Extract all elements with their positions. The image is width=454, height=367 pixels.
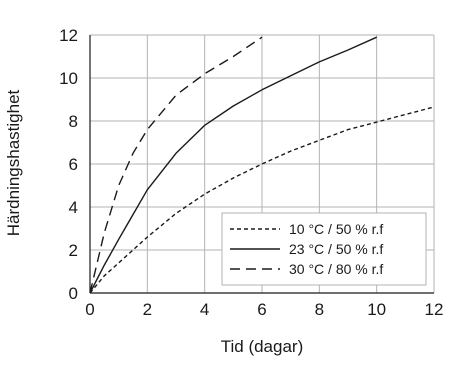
y-tick-label: 4 [69,198,78,217]
x-tick-label: 2 [143,300,152,319]
axes [89,35,434,294]
series-layer [89,36,435,294]
x-axis-label: Tid (dagar) [221,337,304,356]
y-tick-label: 2 [69,241,78,260]
y-axis-label: Härdningshastighet [4,89,23,236]
legend-label-3: 30 °C / 80 % r.f [289,261,383,277]
legend-label-1: 10 °C / 50 % r.f [289,221,383,237]
y-tick-label: 8 [69,112,78,131]
y-tick-label: 6 [69,155,78,174]
legend-label-2: 23 °C / 50 % r.f [289,241,383,257]
x-tick-label: 6 [257,300,266,319]
x-tick-label: 10 [367,300,386,319]
grid [90,34,435,293]
series-line-3 [89,36,263,294]
x-tick-label: 0 [85,300,94,319]
x-tick-label: 8 [315,300,324,319]
x-tick-label: 4 [200,300,209,319]
tick-labels: 0 2 4 6 8 10 12 0 2 4 6 8 10 12 [59,26,443,319]
y-tick-label: 12 [59,26,78,45]
y-tick-label: 10 [59,69,78,88]
series-line-2 [89,36,377,294]
y-tick-label: 0 [69,284,78,303]
x-tick-label: 12 [425,300,444,319]
legend: 10 °C / 50 % r.f 23 °C / 50 % r.f 30 °C / … [221,212,427,286]
